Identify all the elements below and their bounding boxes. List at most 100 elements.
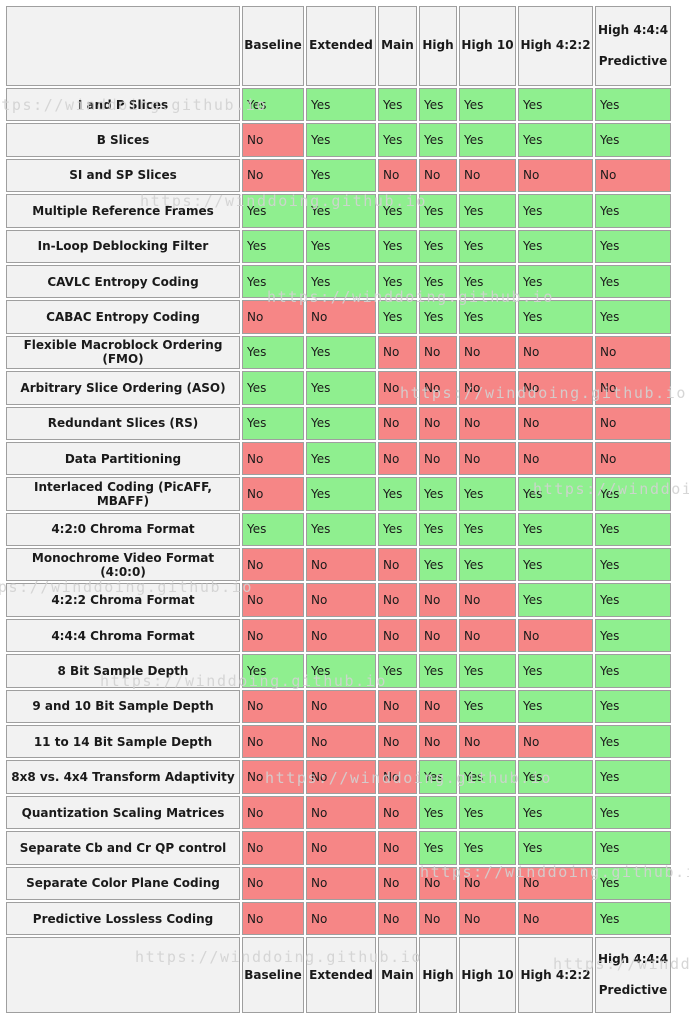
yes-cell: Yes (419, 654, 457, 688)
feature-label: Predictive Lossless Coding (6, 901, 240, 936)
yes-cell: Yes (419, 760, 457, 794)
yes-cell: Yes (378, 512, 417, 547)
yes-cell: Yes (378, 194, 417, 228)
footer-column-main: Main (378, 937, 417, 1014)
no-cell: No (518, 618, 593, 653)
feature-label: 4:2:0 Chroma Format (6, 512, 240, 547)
profile-feature-table: Baseline Extended Main High High 10 High 4:2:… (4, 4, 673, 1015)
feature-row-flexible-macroblock-ordering-fmo: Flexible Macroblock Ordering (FMO) Yes Yes… (6, 335, 671, 370)
feature-label: Flexible Macroblock Ordering (FMO) (6, 335, 240, 370)
yes-cell: Yes (518, 760, 593, 794)
yes-cell: Yes (306, 441, 376, 476)
yes-cell: Yes (595, 725, 671, 759)
yes-cell: Yes (459, 264, 516, 299)
yes-cell: Yes (419, 795, 457, 830)
header-column-high-10: High 10 (459, 6, 516, 86)
feature-row-interlaced-coding-picaff-mbaff: Interlaced Coding (PicAFF, MBAFF) No Yes Ye… (6, 477, 671, 511)
yes-cell: Yes (378, 477, 417, 511)
header-column-baseline: Baseline (242, 6, 304, 86)
yes-cell: Yes (242, 335, 304, 370)
feature-label: B Slices (6, 123, 240, 157)
feature-label: SI and SP Slices (6, 158, 240, 193)
no-cell: No (306, 583, 376, 617)
no-cell: No (419, 441, 457, 476)
no-cell: No (378, 901, 417, 936)
yes-cell: Yes (459, 795, 516, 830)
no-cell: No (242, 158, 304, 193)
no-cell: No (378, 583, 417, 617)
feature-row-8-bit-sample-depth: 8 Bit Sample Depth Yes Yes Yes Yes Yes Yes Yes (6, 654, 671, 688)
yes-cell: Yes (419, 229, 457, 263)
yes-cell: Yes (242, 194, 304, 228)
feature-row-4-4-4-chroma-format: 4:4:4 Chroma Format No No No No No No Yes (6, 618, 671, 653)
yes-cell: Yes (378, 229, 417, 263)
feature-label: Separate Cb and Cr QP control (6, 831, 240, 865)
yes-cell: Yes (459, 123, 516, 157)
no-cell: No (242, 760, 304, 794)
feature-label: 8 Bit Sample Depth (6, 654, 240, 688)
footer-column-high-4-2-2: High 4:2:2 (518, 937, 593, 1014)
yes-cell: Yes (595, 901, 671, 936)
yes-cell: Yes (518, 512, 593, 547)
no-cell: No (242, 689, 304, 724)
yes-cell: Yes (518, 689, 593, 724)
footer-column-baseline: Baseline (242, 937, 304, 1014)
no-cell: No (518, 866, 593, 900)
no-cell: No (378, 406, 417, 440)
no-cell: No (595, 441, 671, 476)
feature-label: 4:4:4 Chroma Format (6, 618, 240, 653)
no-cell: No (459, 583, 516, 617)
yes-cell: Yes (419, 123, 457, 157)
feature-label: Redundant Slices (RS) (6, 406, 240, 440)
yes-cell: Yes (306, 335, 376, 370)
yes-cell: Yes (518, 548, 593, 582)
yes-cell: Yes (518, 229, 593, 263)
no-cell: No (419, 158, 457, 193)
feature-row-in-loop-deblocking-filter: In-Loop Deblocking Filter Yes Yes Yes Yes Yes… (6, 229, 671, 263)
no-cell: No (378, 441, 417, 476)
no-cell: No (419, 901, 457, 936)
feature-row-8x8-vs-4x4-transform-adaptivity: 8x8 vs. 4x4 Transform Adaptivity No No No Ye… (6, 760, 671, 794)
no-cell: No (518, 158, 593, 193)
yes-cell: Yes (595, 795, 671, 830)
yes-cell: Yes (518, 654, 593, 688)
header-column-high-4-2-2: High 4:2:2 (518, 6, 593, 86)
no-cell: No (419, 406, 457, 440)
no-cell: No (595, 371, 671, 405)
no-cell: No (459, 725, 516, 759)
yes-cell: Yes (459, 548, 516, 582)
yes-cell: Yes (595, 583, 671, 617)
no-cell: No (306, 760, 376, 794)
feature-label: 8x8 vs. 4x4 Transform Adaptivity (6, 760, 240, 794)
yes-cell: Yes (459, 194, 516, 228)
no-cell: No (378, 158, 417, 193)
no-cell: No (459, 866, 516, 900)
header-column-extended: Extended (306, 6, 376, 86)
no-cell: No (378, 618, 417, 653)
no-cell: No (378, 689, 417, 724)
yes-cell: Yes (595, 88, 671, 122)
no-cell: No (378, 831, 417, 865)
yes-cell: Yes (459, 229, 516, 263)
no-cell: No (419, 725, 457, 759)
no-cell: No (378, 795, 417, 830)
no-cell: No (459, 441, 516, 476)
no-cell: No (306, 725, 376, 759)
no-cell: No (518, 406, 593, 440)
header-row: Baseline Extended Main High High 10 High 4:2:… (6, 6, 671, 86)
yes-cell: Yes (306, 229, 376, 263)
header-column-high-4-4-4-predictive: High 4:4:4 Predictive (595, 6, 671, 86)
yes-cell: Yes (242, 264, 304, 299)
yes-cell: Yes (459, 512, 516, 547)
no-cell: No (518, 901, 593, 936)
footer-corner-cell (6, 937, 240, 1014)
yes-cell: Yes (242, 406, 304, 440)
yes-cell: Yes (242, 229, 304, 263)
yes-cell: Yes (595, 229, 671, 263)
feature-row-redundant-slices-rs: Redundant Slices (RS) Yes Yes No No No No No (6, 406, 671, 440)
no-cell: No (306, 866, 376, 900)
no-cell: No (419, 618, 457, 653)
no-cell: No (459, 335, 516, 370)
yes-cell: Yes (595, 760, 671, 794)
feature-label: Monochrome Video Format (4:0:0) (6, 548, 240, 582)
